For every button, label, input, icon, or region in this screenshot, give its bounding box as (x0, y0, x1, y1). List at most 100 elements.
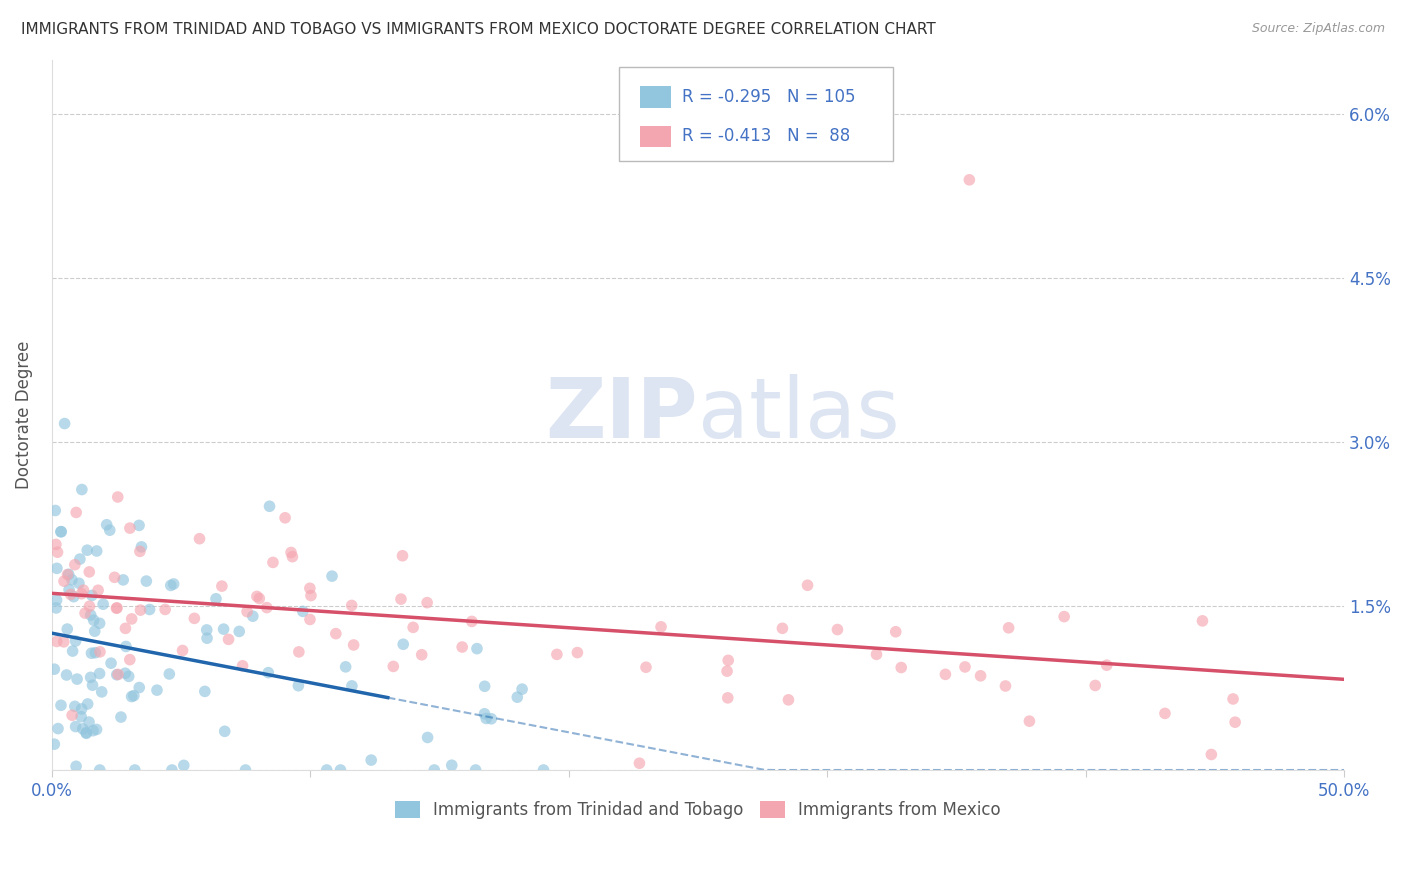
Point (1018, 714, 1040, 728)
Point (153, 602, 176, 616)
Text: ZIP: ZIP (546, 375, 697, 455)
Point (475, 711, 498, 725)
Point (128, 518, 150, 533)
Point (49, 698, 72, 713)
Point (114, 621, 136, 635)
Text: Source: ZipAtlas.com: Source: ZipAtlas.com (1251, 22, 1385, 36)
Point (45, 601, 67, 615)
Point (44, 662, 66, 676)
Point (90, 685, 112, 699)
Point (997, 621, 1019, 635)
Point (218, 632, 240, 647)
Point (89, 645, 111, 659)
Point (44, 503, 66, 517)
Point (112, 573, 135, 587)
Point (135, 574, 157, 588)
Point (66, 672, 89, 686)
Point (80, 589, 103, 603)
Point (242, 609, 264, 624)
Point (55, 668, 77, 682)
Point (1201, 747, 1223, 762)
Point (98, 523, 121, 537)
Point (650, 620, 672, 634)
Point (49, 524, 72, 539)
Point (1084, 678, 1107, 692)
Point (100, 656, 122, 670)
Point (392, 637, 415, 651)
Point (321, 569, 343, 583)
Point (79, 599, 101, 614)
Point (163, 577, 186, 591)
Point (82, 678, 104, 692)
Point (107, 667, 129, 681)
Point (567, 646, 589, 660)
Point (129, 603, 152, 617)
Point (76, 697, 98, 711)
Point (335, 660, 357, 674)
Point (299, 589, 322, 603)
Point (183, 611, 205, 625)
Point (402, 620, 425, 634)
Point (69, 552, 91, 566)
Point (298, 612, 321, 626)
Point (70, 710, 93, 724)
Point (246, 590, 269, 604)
Point (76, 543, 98, 558)
Point (827, 623, 849, 637)
Point (89, 666, 111, 681)
Point (1223, 715, 1246, 730)
Point (546, 648, 568, 662)
Point (214, 724, 236, 739)
Point (205, 591, 228, 606)
Point (159, 578, 181, 592)
Point (83, 624, 105, 639)
Point (382, 659, 405, 673)
Point (232, 658, 254, 673)
Point (716, 664, 738, 678)
Point (298, 582, 321, 596)
Point (65, 505, 87, 519)
Point (56, 622, 79, 636)
Point (256, 600, 278, 615)
Point (451, 640, 474, 654)
Point (228, 624, 250, 639)
Point (890, 660, 912, 674)
Point (464, 763, 486, 777)
Point (325, 626, 347, 640)
Point (416, 731, 439, 745)
Point (86, 723, 108, 737)
Point (70, 483, 93, 497)
Point (157, 667, 180, 681)
Point (45, 561, 67, 575)
Point (416, 596, 439, 610)
Point (953, 660, 976, 674)
Point (257, 665, 280, 680)
Point (52, 635, 75, 649)
Point (391, 549, 413, 563)
Point (195, 623, 218, 637)
Point (510, 682, 533, 697)
Point (717, 653, 740, 667)
Text: atlas: atlas (697, 375, 900, 455)
Point (360, 753, 382, 767)
Text: R = -0.413   N =  88: R = -0.413 N = 88 (682, 128, 851, 145)
Point (62, 644, 84, 658)
Point (188, 532, 211, 546)
Point (70, 587, 93, 601)
Point (105, 667, 128, 681)
Point (118, 669, 141, 683)
Point (67, 576, 90, 591)
Point (389, 592, 412, 607)
Point (274, 510, 297, 524)
Point (329, 763, 352, 777)
Point (45, 634, 67, 648)
Point (44, 737, 66, 751)
Point (1053, 609, 1076, 624)
Y-axis label: Doctorate Degree: Doctorate Degree (15, 341, 32, 489)
Point (465, 641, 488, 656)
Point (479, 712, 502, 726)
Point (60, 573, 83, 587)
Point (79, 670, 101, 684)
Point (440, 758, 463, 772)
Point (121, 612, 143, 626)
